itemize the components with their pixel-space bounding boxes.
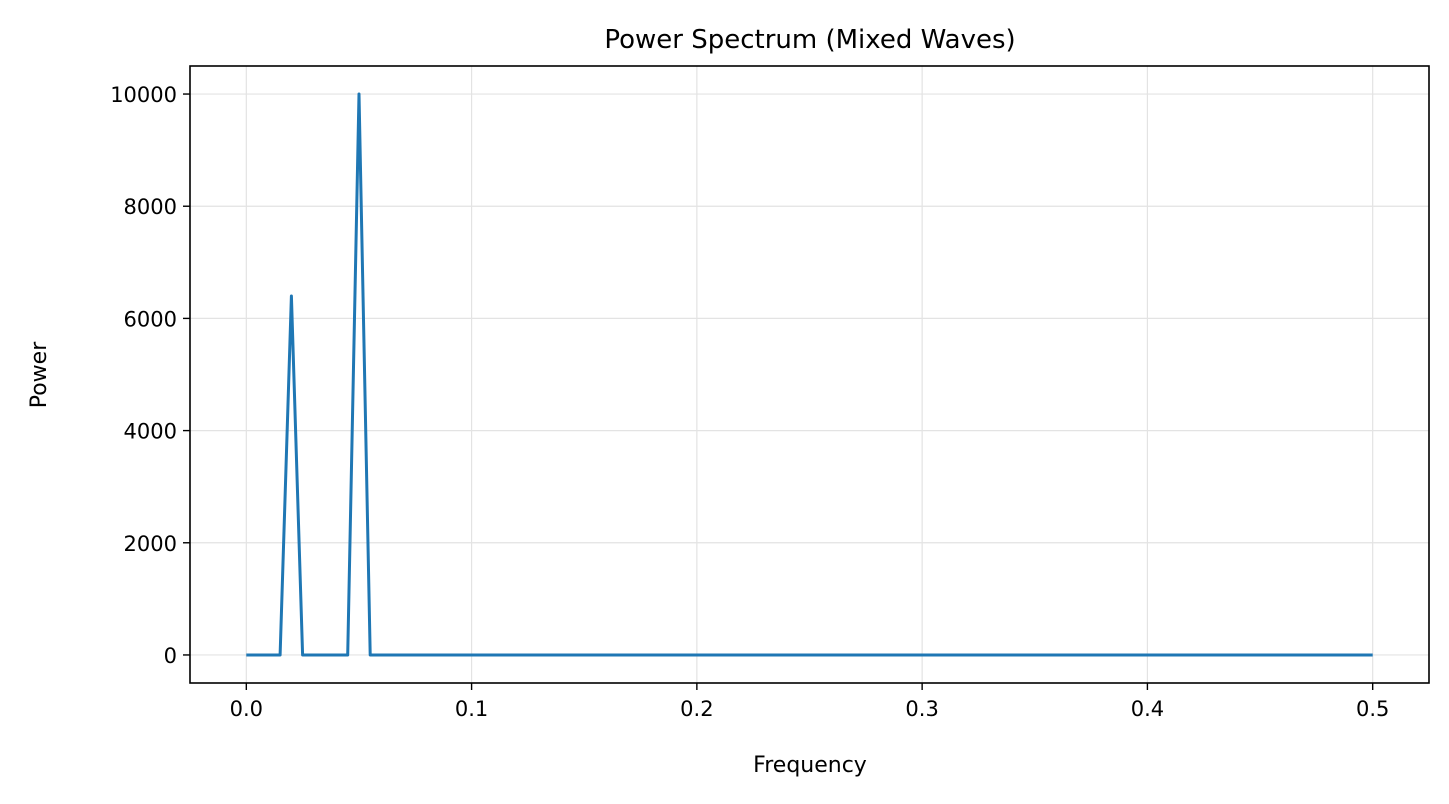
y-tick-label: 6000 (124, 307, 177, 331)
x-axis-label: Frequency (753, 753, 867, 778)
axis-ticks: 0.0 0.1 0.2 0.3 0.4 0.5 0 2000 4000 6000 8000 10000 (110, 83, 1389, 721)
power-line (246, 92, 1373, 657)
y-tick-label: 2000 (124, 532, 177, 556)
x-tick-label: 0.4 (1131, 697, 1164, 721)
x-tick-label: 0.0 (230, 697, 263, 721)
y-tick-label: 8000 (124, 195, 177, 219)
y-axis-label: Power (27, 341, 52, 408)
x-tick-label: 0.2 (680, 697, 713, 721)
chart-title: Power Spectrum (Mixed Waves) (604, 25, 1015, 55)
x-tick-label: 0.1 (455, 697, 488, 721)
y-tick-label: 0 (164, 644, 177, 668)
y-tick-label: 4000 (124, 420, 177, 444)
x-tick-label: 0.5 (1356, 697, 1389, 721)
x-tick-label: 0.3 (905, 697, 938, 721)
y-tick-label: 10000 (110, 83, 177, 107)
grid-lines (190, 66, 1429, 683)
axes-frame (189, 65, 1430, 684)
